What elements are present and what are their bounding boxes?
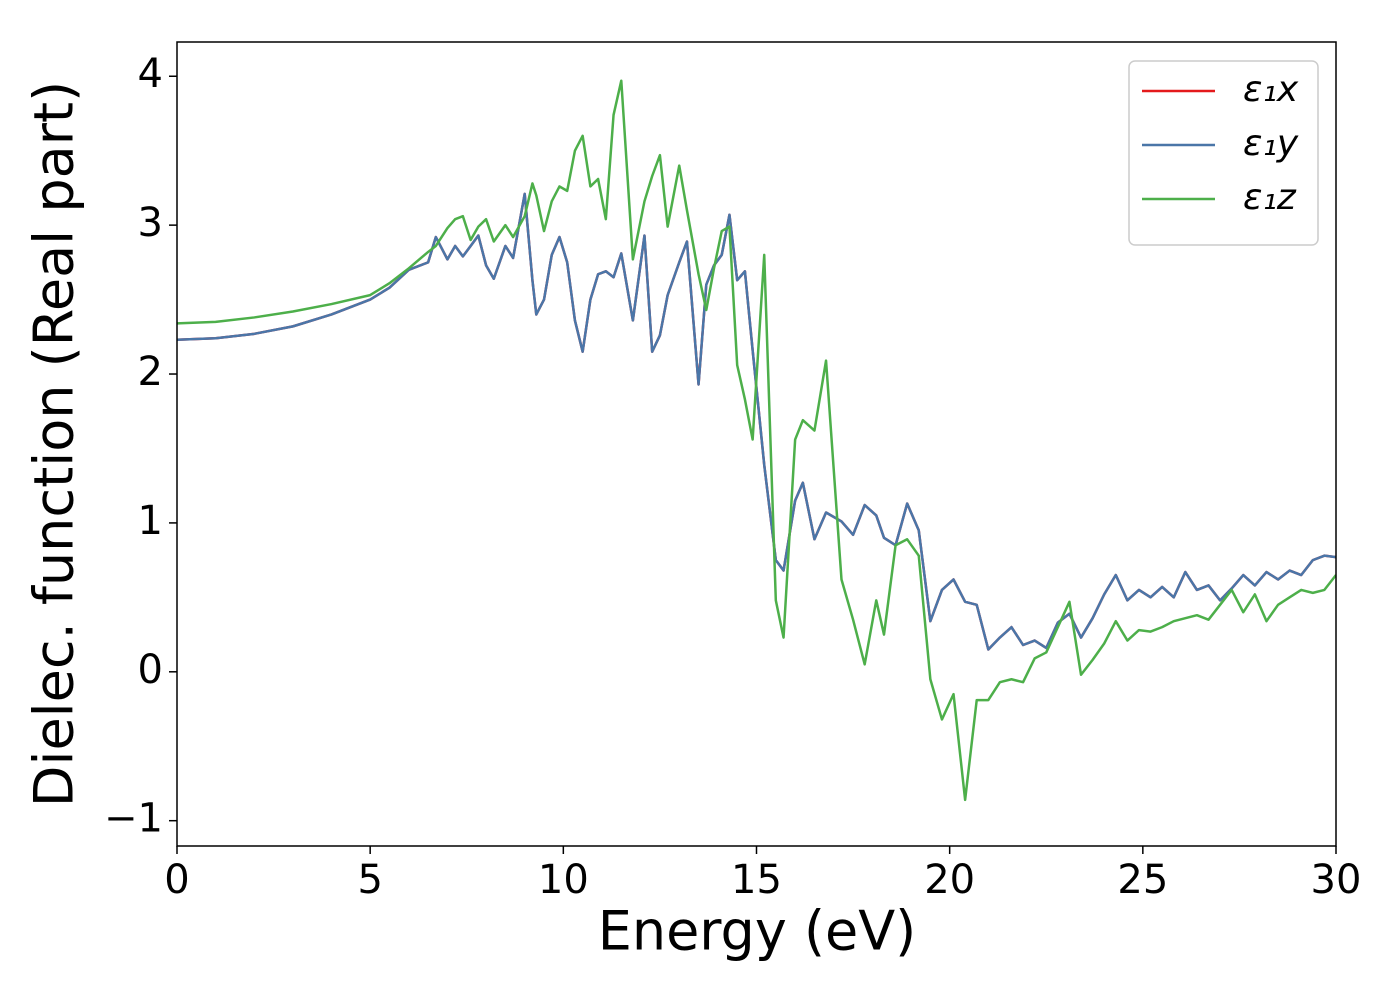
x-tick-label: 30 [1311, 857, 1362, 903]
y-tick-label: −1 [104, 796, 163, 842]
y-tick-label: 0 [138, 647, 163, 693]
series-line [177, 192, 1336, 651]
y-tick-label: 2 [138, 349, 163, 395]
y-tick-label: 1 [138, 498, 163, 544]
x-tick-label: 0 [164, 857, 189, 903]
x-tick-label: 10 [538, 857, 589, 903]
legend-label: ε₁z [1243, 177, 1297, 218]
x-tick-label: 5 [357, 857, 382, 903]
x-axis-label: Energy (eV) [598, 900, 917, 963]
x-tick-label: 15 [731, 857, 782, 903]
y-tick-label: 3 [138, 200, 163, 246]
x-tick-label: 20 [924, 857, 975, 903]
x-tick-label: 25 [1117, 857, 1168, 903]
y-tick-label: 4 [138, 51, 163, 97]
legend-label: ε₁y [1243, 123, 1299, 164]
series-line [177, 79, 1336, 802]
series-line [177, 192, 1336, 651]
legend-label: ε₁x [1243, 69, 1299, 110]
y-axis-label: Dielec. function (Real part) [23, 81, 86, 807]
plot-frame [176, 41, 1337, 847]
